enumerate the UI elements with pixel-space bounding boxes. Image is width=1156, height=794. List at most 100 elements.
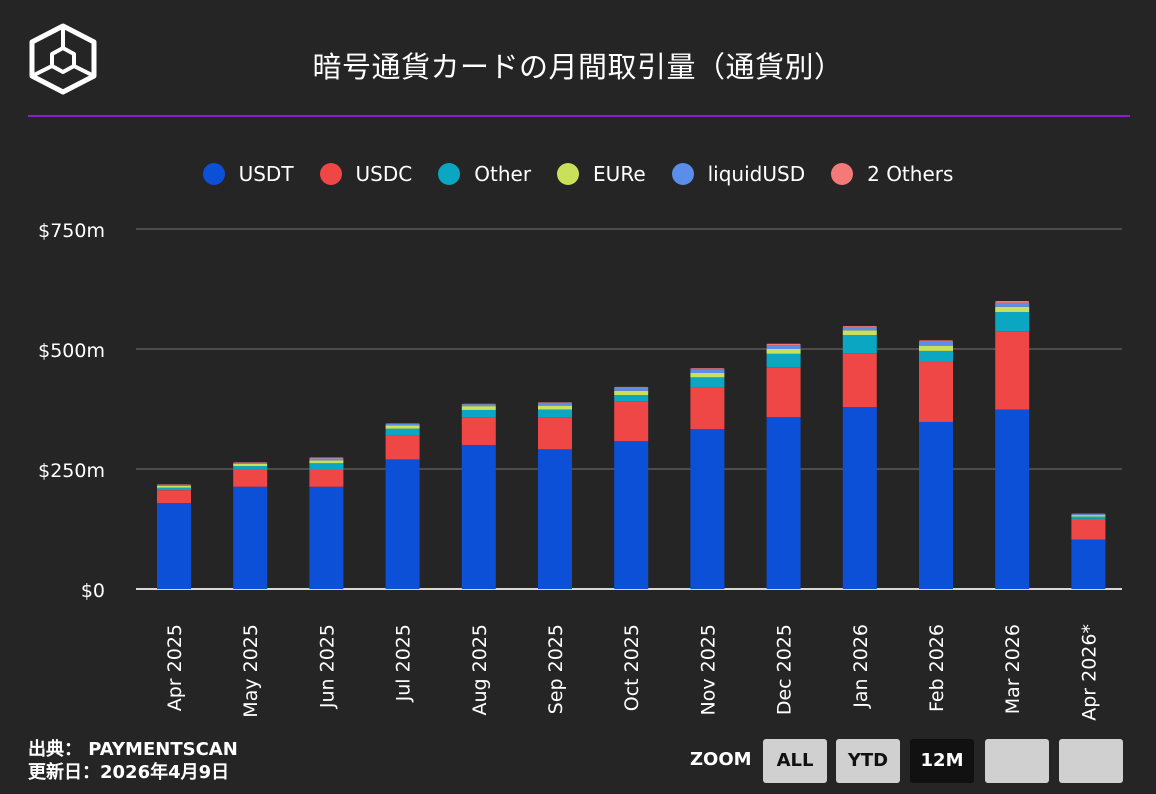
zoom-all-button[interactable]: ALL <box>763 739 827 783</box>
title-divider <box>28 115 1130 117</box>
bar-usdc <box>842 353 877 408</box>
bar-other <box>309 463 344 469</box>
legend-item-2-others[interactable]: 2 Others <box>831 162 953 186</box>
legend-swatch <box>831 163 854 185</box>
bar-usdt <box>233 486 268 589</box>
bar-usdc <box>385 435 420 460</box>
bar-2-others <box>309 457 344 459</box>
y-tick-label: $250m <box>38 460 105 482</box>
x-tick-label: Sep 2025 <box>545 624 567 714</box>
legend-swatch <box>319 163 342 185</box>
x-tick-label: Apr 2026* <box>1078 624 1100 721</box>
bar-eure <box>538 405 572 410</box>
x-tick-label: Oct 2025 <box>621 624 643 711</box>
bar-usdt <box>309 486 344 589</box>
updated-line: 更新日：2026年4月9日 <box>28 762 230 783</box>
bar-usdc <box>461 417 496 445</box>
bar-liquidusd <box>309 458 344 461</box>
bar-eure <box>995 306 1030 313</box>
bar-usdt <box>1071 539 1106 589</box>
legend-label: USDT <box>238 162 294 186</box>
legend-item-eure[interactable]: EURe <box>557 162 646 186</box>
bar-eure <box>385 425 420 429</box>
bar-other <box>919 350 953 362</box>
bar-usdc <box>538 417 572 450</box>
bar-other <box>385 428 420 436</box>
bar-2-others <box>842 325 877 327</box>
bar-liquidusd <box>1071 514 1106 516</box>
bar-2-others <box>233 462 268 463</box>
bar-usdc <box>309 469 344 487</box>
bar-2-others <box>157 484 191 485</box>
bar-usdc <box>995 331 1030 410</box>
x-tick-label: Aug 2025 <box>469 624 491 716</box>
bar-usdc <box>157 490 191 504</box>
bar-liquidusd <box>614 387 649 391</box>
bar-2-others <box>919 340 953 342</box>
x-tick-label: Feb 2026 <box>926 624 948 712</box>
bar-eure <box>157 485 191 488</box>
legend-swatch <box>671 163 694 185</box>
legend-item-liquidusd[interactable]: liquidUSD <box>671 162 806 186</box>
bar-usdc <box>1071 518 1106 540</box>
bar-eure <box>309 460 344 464</box>
legend-swatch <box>557 163 580 185</box>
bar-eure <box>842 330 877 336</box>
bar-usdt <box>690 429 725 589</box>
bar-usdc <box>614 401 649 442</box>
bar-eure <box>1071 515 1106 517</box>
x-tick-label: Dec 2025 <box>774 624 796 715</box>
legend-swatch <box>438 163 461 185</box>
legend-label: liquidUSD <box>707 162 806 186</box>
bar-liquidusd <box>690 369 725 373</box>
bar-liquidusd <box>461 404 496 407</box>
bar-other <box>157 487 191 491</box>
zoom-blank-button-2[interactable] <box>1059 739 1123 783</box>
bar-2-others <box>995 301 1030 303</box>
x-tick-label: Jul 2025 <box>393 624 415 702</box>
x-tick-label: Jun 2025 <box>316 624 338 709</box>
bar-2-others <box>614 386 649 388</box>
legend: USDT USDC Other EURe liquidUSD 2 Others <box>0 162 1156 186</box>
bar-other <box>690 377 725 388</box>
bar-usdt <box>614 441 649 589</box>
zoom-ytd-button[interactable]: YTD <box>836 739 900 783</box>
bar-eure <box>766 349 801 354</box>
bar-other <box>461 409 496 418</box>
legend-item-usdt[interactable]: USDT <box>202 162 294 186</box>
x-tick-label: Mar 2026 <box>1002 624 1024 714</box>
y-tick-label: $750m <box>38 220 105 242</box>
x-tick-label: Nov 2025 <box>697 624 719 715</box>
bar-usdt <box>766 417 801 589</box>
bar-liquidusd <box>766 345 801 349</box>
bar-other <box>995 312 1030 332</box>
bar-eure <box>233 463 268 467</box>
bar-liquidusd <box>538 402 572 406</box>
bar-usdt <box>919 421 953 589</box>
bar-other <box>538 409 572 418</box>
x-tick-label: Jan 2026 <box>850 624 872 709</box>
bar-eure <box>690 373 725 378</box>
bar-liquidusd <box>842 326 877 331</box>
zoom-label: ZOOM <box>690 749 752 770</box>
legend-item-other[interactable]: Other <box>438 162 531 186</box>
zoom-12m-button[interactable]: 12M <box>910 739 974 783</box>
bar-usdt <box>461 445 496 589</box>
legend-item-usdc[interactable]: USDC <box>319 162 412 186</box>
bar-usdt <box>157 503 191 589</box>
chart-title: 暗号通貨カードの月間取引量（通貨別） <box>312 50 844 84</box>
bar-usdt <box>385 459 420 589</box>
bar-other <box>1071 516 1106 519</box>
x-tick-label: May 2025 <box>240 624 262 718</box>
bar-eure <box>461 406 496 410</box>
bar-liquidusd <box>157 484 191 486</box>
bar-liquidusd <box>385 423 420 426</box>
bar-other <box>842 335 877 354</box>
bar-usdc <box>919 361 953 422</box>
x-tick-label: Apr 2025 <box>164 624 186 711</box>
bar-eure <box>614 390 649 396</box>
bar-usdt <box>538 449 572 589</box>
zoom-blank-button-1[interactable] <box>985 739 1049 783</box>
y-tick-label: $500m <box>38 340 105 362</box>
